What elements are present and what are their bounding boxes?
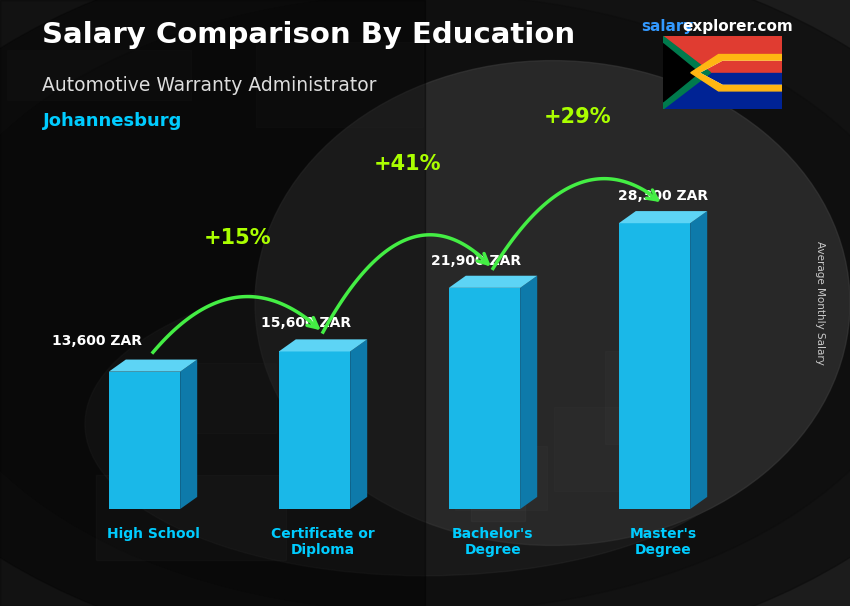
Text: +41%: +41% (374, 154, 442, 174)
Text: Bachelor's
Degree: Bachelor's Degree (452, 527, 534, 558)
Text: 13,600 ZAR: 13,600 ZAR (52, 334, 142, 348)
Bar (472, 404, 525, 521)
Bar (455, 446, 547, 510)
Polygon shape (279, 339, 367, 351)
Bar (7, 50, 191, 100)
Polygon shape (520, 276, 537, 509)
Ellipse shape (255, 61, 850, 545)
Polygon shape (663, 44, 699, 102)
Bar (144, 363, 275, 433)
Polygon shape (663, 36, 711, 109)
Ellipse shape (85, 273, 765, 576)
Text: Automotive Warranty Administrator: Automotive Warranty Administrator (42, 76, 377, 95)
Text: Salary Comparison By Education: Salary Comparison By Education (42, 21, 575, 49)
Bar (619, 223, 690, 509)
Bar (663, 36, 782, 73)
Bar (109, 371, 180, 509)
Polygon shape (180, 359, 197, 509)
Bar (0, 0, 425, 606)
Text: +15%: +15% (204, 228, 272, 248)
Text: Johannesburg: Johannesburg (42, 112, 182, 130)
Bar (96, 474, 286, 560)
Text: salary: salary (642, 19, 694, 35)
Bar (663, 73, 782, 109)
Polygon shape (691, 55, 782, 91)
Text: explorer.com: explorer.com (683, 19, 793, 35)
Text: Average Monthly Salary: Average Monthly Salary (815, 241, 825, 365)
Polygon shape (449, 276, 537, 288)
Polygon shape (350, 339, 367, 509)
Bar (449, 288, 520, 509)
Polygon shape (690, 211, 707, 509)
Text: 15,600 ZAR: 15,600 ZAR (261, 316, 351, 330)
Text: 28,300 ZAR: 28,300 ZAR (618, 189, 708, 203)
Polygon shape (109, 359, 197, 371)
Text: 21,900 ZAR: 21,900 ZAR (431, 254, 521, 268)
Bar (554, 407, 684, 491)
Bar (605, 351, 664, 444)
Text: Master's
Degree: Master's Degree (630, 527, 696, 558)
Polygon shape (619, 211, 707, 223)
Polygon shape (697, 58, 782, 87)
Text: High School: High School (106, 527, 200, 541)
Text: Certificate or
Diploma: Certificate or Diploma (271, 527, 375, 558)
Bar (256, 42, 423, 127)
Text: +29%: +29% (544, 107, 612, 127)
Bar (279, 351, 350, 509)
